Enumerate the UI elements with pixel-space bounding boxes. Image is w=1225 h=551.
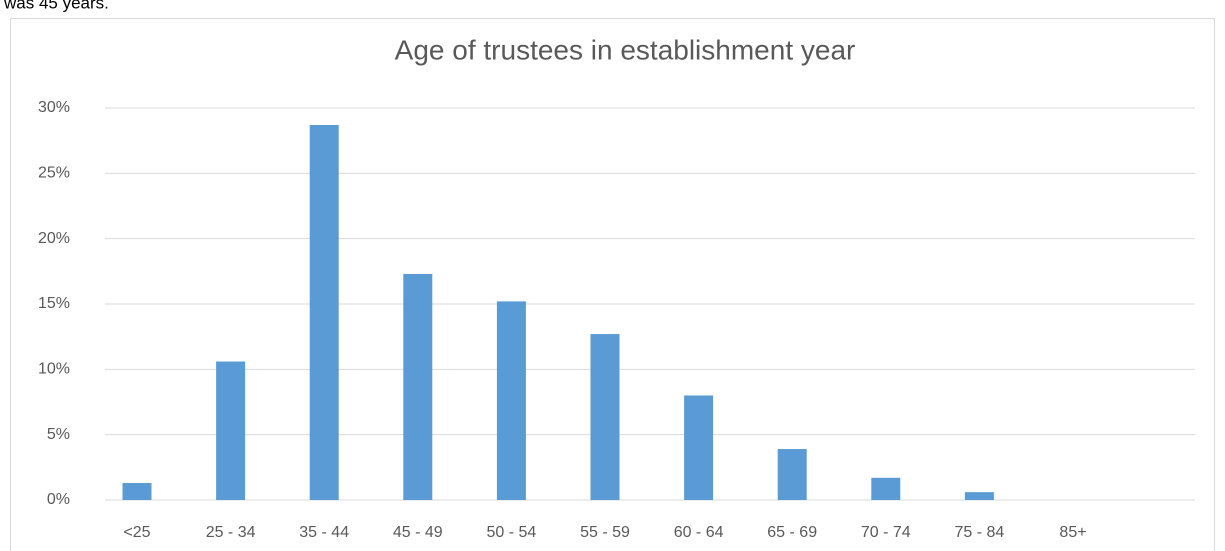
x-tick-label: 70 - 74	[861, 524, 911, 541]
x-tick-label: 65 - 69	[767, 524, 817, 541]
bar	[216, 361, 246, 500]
x-tick-label: 25 - 34	[206, 524, 256, 541]
y-tick-label: 0%	[47, 491, 70, 508]
bar	[122, 483, 152, 500]
bar	[496, 301, 526, 500]
x-tick-label: 45 - 49	[393, 524, 443, 541]
chart-title: Age of trustees in establishment year	[395, 34, 856, 65]
x-tick-label: 60 - 64	[674, 524, 724, 541]
y-tick-label: 10%	[38, 361, 70, 378]
bar	[309, 124, 339, 500]
bar	[871, 477, 901, 500]
x-tick-label: <25	[123, 524, 150, 541]
x-tick-label: 75 - 84	[954, 524, 1004, 541]
bar	[590, 334, 620, 500]
intro-text: was 45 years.	[3, 0, 109, 12]
x-tick-label: 85+	[1059, 524, 1086, 541]
bar	[403, 273, 433, 500]
bar	[777, 449, 807, 500]
y-tick-label: 25%	[38, 165, 70, 182]
x-tick-label: 55 - 59	[580, 524, 630, 541]
y-tick-label: 30%	[38, 99, 70, 116]
y-tick-label: 5%	[47, 426, 70, 443]
y-tick-label: 20%	[38, 230, 70, 247]
bar	[964, 492, 994, 500]
y-tick-label: 15%	[38, 295, 70, 312]
x-tick-label: 50 - 54	[486, 524, 536, 541]
bar	[684, 395, 714, 500]
x-tick-label: 35 - 44	[299, 524, 349, 541]
